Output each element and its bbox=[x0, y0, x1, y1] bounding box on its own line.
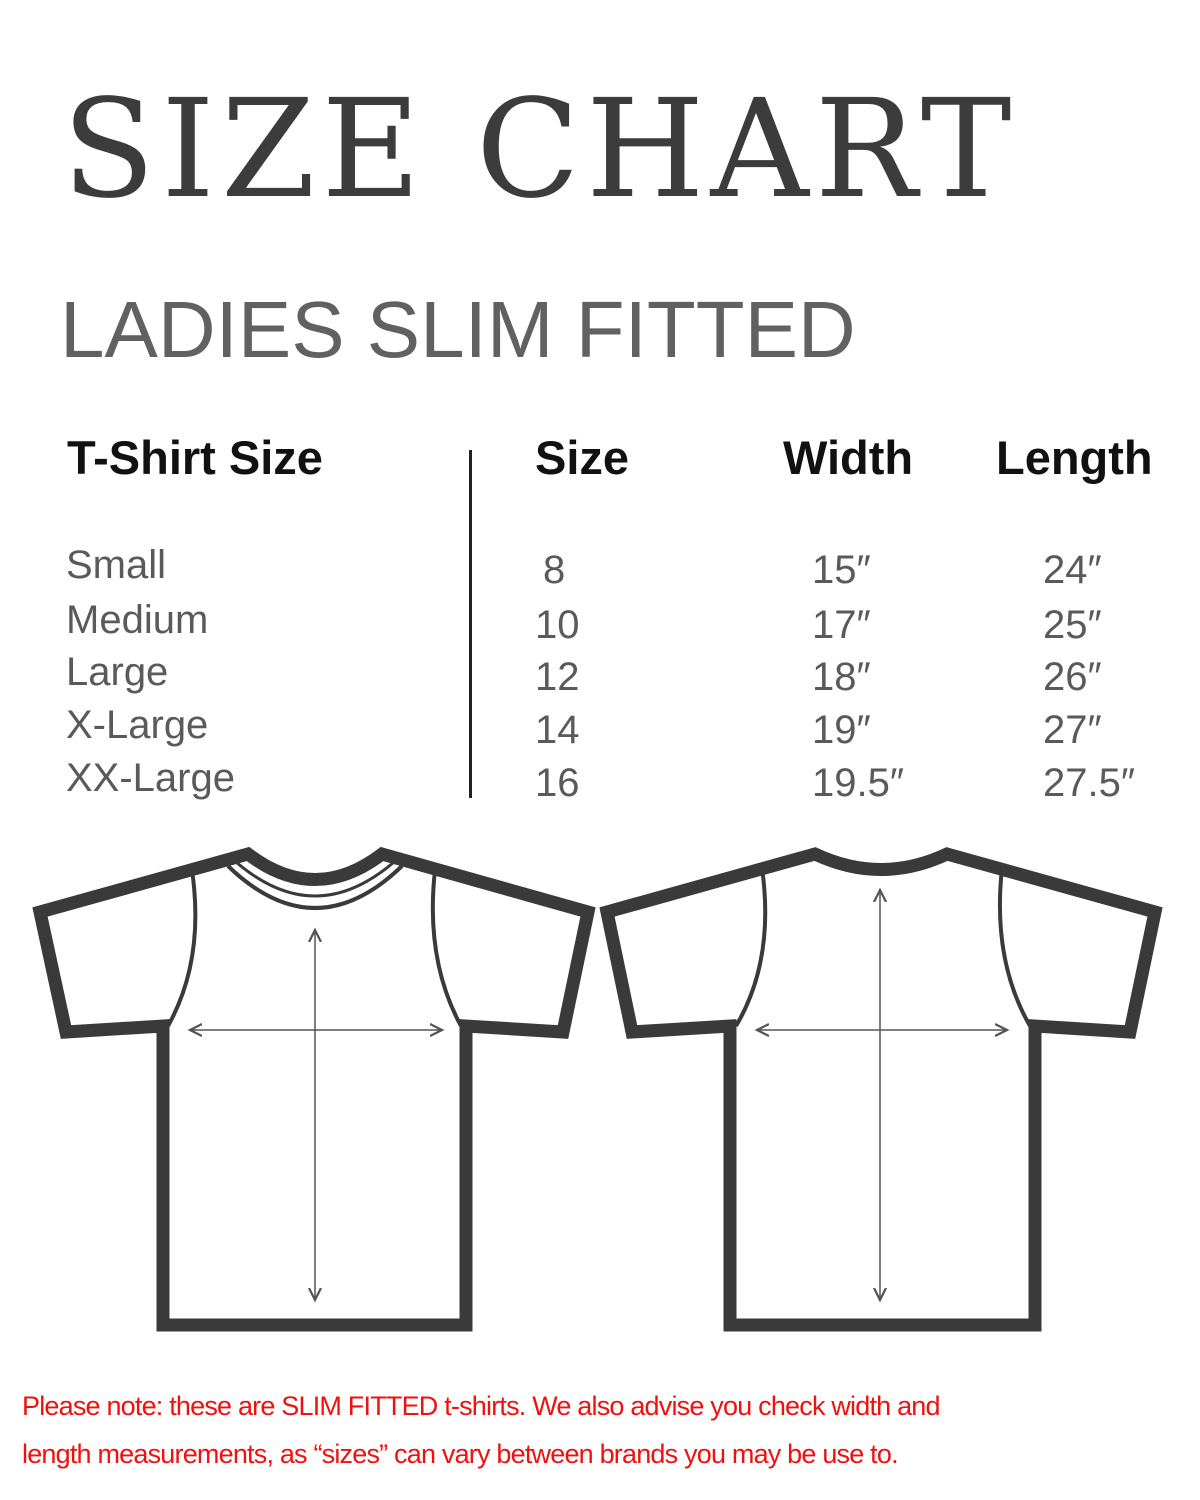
cell-width: 15″ bbox=[812, 548, 871, 592]
cell-size: 8 bbox=[543, 548, 566, 592]
cell-label: XX-Large bbox=[66, 756, 235, 800]
header-length: Length bbox=[996, 431, 1153, 484]
cell-width: 17″ bbox=[812, 603, 871, 647]
note-line-2: length measurements, as “sizes” can vary… bbox=[22, 1439, 899, 1469]
header-size: Size bbox=[535, 431, 630, 484]
cell-size: 10 bbox=[535, 603, 580, 647]
header-width: Width bbox=[783, 431, 914, 484]
cell-size: 16 bbox=[535, 761, 580, 805]
cell-length: 27.5″ bbox=[1043, 761, 1136, 805]
cell-length: 27″ bbox=[1043, 708, 1102, 752]
cell-label: Small bbox=[66, 543, 167, 587]
note-line-1: Please note: these are SLIM FITTED t-shi… bbox=[22, 1391, 941, 1421]
header-tshirt-size: T-Shirt Size bbox=[67, 431, 323, 484]
cell-length: 24″ bbox=[1043, 548, 1102, 592]
page-title: SIZE CHART bbox=[62, 71, 1018, 229]
cell-size: 12 bbox=[535, 655, 580, 699]
page-subtitle: LADIES SLIM FITTED bbox=[60, 285, 856, 374]
cell-width: 19.5″ bbox=[812, 761, 905, 805]
cell-width: 18″ bbox=[812, 655, 871, 699]
cell-label: X-Large bbox=[66, 703, 209, 747]
front-tshirt-icon bbox=[32, 846, 596, 1332]
column-divider bbox=[469, 450, 472, 798]
cell-label: Large bbox=[66, 650, 169, 694]
back-tshirt-icon bbox=[599, 847, 1163, 1332]
cell-label: Medium bbox=[66, 598, 209, 642]
cell-length: 26″ bbox=[1043, 655, 1102, 699]
cell-size: 14 bbox=[535, 708, 580, 752]
cell-width: 19″ bbox=[812, 708, 871, 752]
slim-fit-note: Please note: these are SLIM FITTED t-shi… bbox=[22, 1382, 1182, 1478]
cell-length: 25″ bbox=[1043, 603, 1102, 647]
